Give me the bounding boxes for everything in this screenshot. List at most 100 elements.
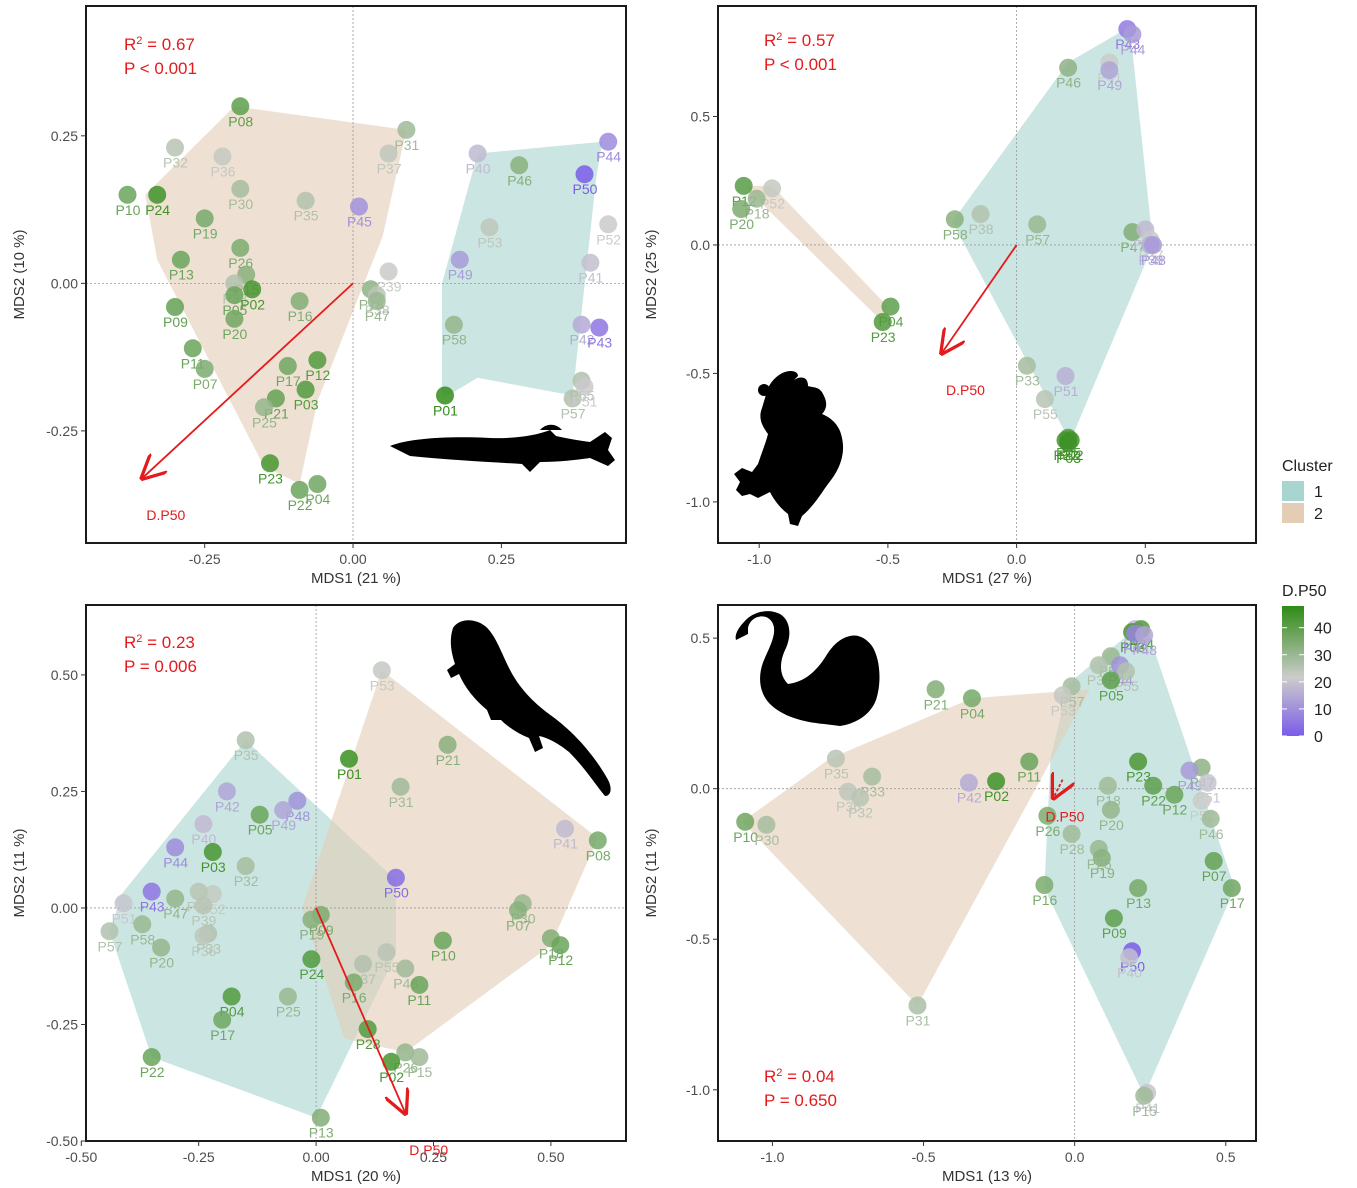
point-P20 xyxy=(225,309,244,328)
x-axis-label: MDS1 (27 %) xyxy=(942,570,1032,587)
point-label-P41: P41 xyxy=(553,836,578,852)
point-P58 xyxy=(133,915,152,934)
point-label-P02: P02 xyxy=(240,296,265,312)
point-P30 xyxy=(231,179,250,198)
stat-p-value: P < 0.001 xyxy=(764,55,837,74)
point-label-P49: P49 xyxy=(1178,778,1203,794)
point-P35 xyxy=(826,749,845,768)
point-P55 xyxy=(377,943,396,962)
point-label-P55: P55 xyxy=(375,959,400,975)
point-label-P39: P39 xyxy=(377,279,402,295)
point-P07 xyxy=(195,359,214,378)
y-axis-label: MDS2 (25 %) xyxy=(643,229,660,319)
point-P11 xyxy=(183,339,202,358)
y-axis-label: MDS2 (11 %) xyxy=(11,829,28,918)
point-P07 xyxy=(1204,852,1223,870)
point-label-P53: P53 xyxy=(478,234,503,250)
y-tick-label: 0.5 xyxy=(691,108,711,124)
point-label-P10: P10 xyxy=(116,202,141,218)
stat-r-value: = 0.04 xyxy=(782,1067,834,1086)
point-P01 xyxy=(340,749,358,768)
plot-frame xyxy=(717,604,1257,1142)
point-P24 xyxy=(302,950,321,969)
point-label-P42: P42 xyxy=(570,332,595,348)
stat-r-symbol: R xyxy=(764,1067,776,1086)
dp50-vector-label: D.P50 xyxy=(946,382,985,398)
point-label-P30: P30 xyxy=(754,832,779,848)
point-label-P57: P57 xyxy=(561,405,586,421)
point-label-P20: P20 xyxy=(1099,817,1124,833)
point-label-P13: P13 xyxy=(1126,895,1151,911)
x-axis-label: MDS1 (21 %) xyxy=(311,570,401,587)
stat-r-squared: R2 = 0.23 xyxy=(124,633,195,652)
point-P07 xyxy=(509,901,527,920)
point-label-P19: P19 xyxy=(1090,865,1115,881)
point-label-P07: P07 xyxy=(506,917,531,933)
point-label-P48: P48 xyxy=(1132,642,1157,658)
point-label-P51: P51 xyxy=(1054,383,1079,399)
cluster-legend: Cluster 1 2 xyxy=(1282,458,1333,523)
cluster-hull-1 xyxy=(952,26,1153,441)
point-label-P09: P09 xyxy=(163,314,188,330)
point-label-P26: P26 xyxy=(1035,823,1060,839)
y-tick-label: 0.5 xyxy=(691,630,711,646)
x-tick-label: 0.0 xyxy=(1065,1149,1085,1165)
point-label-P48: P48 xyxy=(1141,252,1166,268)
point-P10 xyxy=(736,812,755,831)
y-tick-label: -0.50 xyxy=(46,1133,78,1149)
point-label-P53: P53 xyxy=(370,677,395,693)
point-label-P22: P22 xyxy=(1141,793,1166,809)
point-label-P19: P19 xyxy=(193,225,218,241)
x-tick-label: 0.25 xyxy=(420,1149,447,1165)
point-P11 xyxy=(410,975,429,994)
point-P02 xyxy=(243,280,262,299)
point-label-P35: P35 xyxy=(234,747,259,763)
point-P48 xyxy=(1135,626,1154,645)
point-P04 xyxy=(881,297,900,316)
y-tick-label: 0.50 xyxy=(51,667,78,683)
point-label-P58: P58 xyxy=(130,931,155,947)
dp50-legend-title: D.P50 xyxy=(1282,583,1327,600)
panel-top-right: P43P44P46P41P49P12P52P18P20P38P58P57P47P… xyxy=(643,5,1257,587)
point-label-P24: P24 xyxy=(145,202,170,218)
point-P41 xyxy=(556,819,574,838)
point-label-P32: P32 xyxy=(163,155,188,171)
point-label-P01: P01 xyxy=(337,766,362,782)
point-P01 xyxy=(436,386,454,405)
point-P18 xyxy=(1098,776,1117,795)
point-label-P09: P09 xyxy=(1102,925,1127,941)
point-label-P47: P47 xyxy=(163,906,188,922)
point-label-P44: P44 xyxy=(596,149,621,165)
point-label-P17: P17 xyxy=(210,1027,235,1043)
point-label-P43: P43 xyxy=(1123,641,1148,657)
point-P51 xyxy=(1198,773,1217,792)
point-P51 xyxy=(114,894,133,913)
point-label-P24: P24 xyxy=(299,966,324,982)
point-label-P23: P23 xyxy=(258,470,283,486)
point-label-P03: P03 xyxy=(201,859,226,875)
x-tick-label: 0.0 xyxy=(1007,551,1027,567)
point-label-P17: P17 xyxy=(276,373,301,389)
point-P32 xyxy=(166,138,184,157)
colorbar-tick-label: 0 xyxy=(1314,729,1323,746)
point-label-P10: P10 xyxy=(431,948,456,964)
point-P53 xyxy=(1053,686,1072,705)
point-P23 xyxy=(873,313,892,331)
y-tick-label: 0.25 xyxy=(51,783,78,799)
y-tick-label: 0.0 xyxy=(691,781,711,797)
point-label-P22: P22 xyxy=(288,497,313,513)
point-P58 xyxy=(945,210,964,229)
stat-r-squared: R2 = 0.04 xyxy=(764,1067,835,1086)
point-P05 xyxy=(225,286,244,305)
point-P15 xyxy=(410,1048,429,1067)
point-label-P12: P12 xyxy=(1162,802,1187,818)
point-label-P37: P37 xyxy=(377,161,402,177)
point-label-P42: P42 xyxy=(215,798,240,814)
point-label-P39: P39 xyxy=(1139,252,1164,268)
point-P13 xyxy=(311,1108,330,1127)
point-P09 xyxy=(1104,909,1123,928)
point-P20 xyxy=(152,938,171,957)
point-P25 xyxy=(255,398,273,417)
point-label-P15: P15 xyxy=(407,1064,432,1080)
